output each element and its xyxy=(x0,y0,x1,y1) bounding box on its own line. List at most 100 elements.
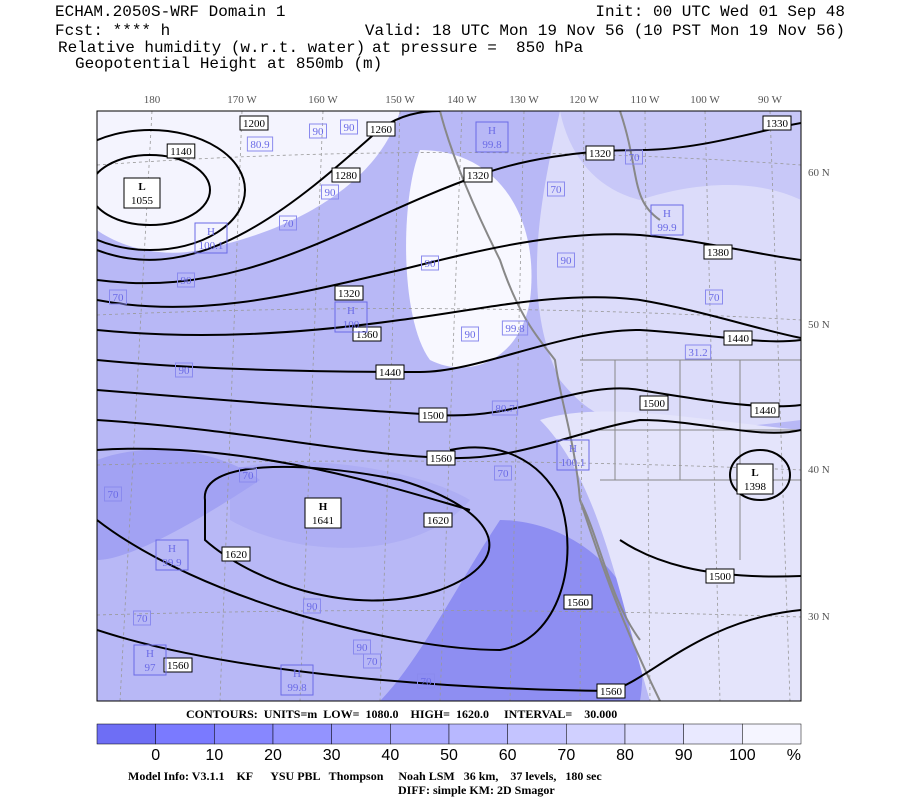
height-label-box xyxy=(563,594,593,610)
height-label-box xyxy=(166,143,196,159)
rh-label: 90 xyxy=(313,126,325,138)
rh-label-box xyxy=(340,119,358,135)
height-label-box xyxy=(750,402,780,418)
rh-center-box xyxy=(133,644,167,676)
longitude-label: 140 W xyxy=(447,94,477,106)
rh-center-type: H xyxy=(146,648,154,660)
height-label-box xyxy=(334,285,364,301)
longitude-label: 160 W xyxy=(308,94,338,106)
rh-center-box xyxy=(334,301,368,333)
rh-label-box xyxy=(309,123,327,139)
rh-label: 90 xyxy=(561,255,573,267)
rh-label: 70 xyxy=(498,468,510,480)
colorbar-label: 30 xyxy=(323,747,341,764)
field-name: Relative humidity (w.r.t. water) xyxy=(58,39,365,57)
forecast-hour: Fcst: **** h xyxy=(55,22,170,40)
center-box xyxy=(304,497,342,529)
latitude-label: 30 N xyxy=(808,611,830,623)
pressure-level: at pressure = 850 hPa xyxy=(372,39,584,57)
rh-label: 90 xyxy=(179,365,191,377)
height-label-box xyxy=(723,330,753,346)
colorbar-swatch xyxy=(155,723,215,745)
rh-label-box xyxy=(104,486,122,502)
longitude-label: 120 W xyxy=(569,94,599,106)
colorbar-label: 100 xyxy=(729,747,756,764)
init-time: Init: 00 UTC Wed 01 Sep 48 xyxy=(595,3,845,21)
rh-center-value: 97 xyxy=(145,662,157,674)
rh-label: 90 xyxy=(325,187,337,199)
height-label-box xyxy=(703,244,733,260)
rh-label: 90 xyxy=(181,275,193,287)
height-label-box xyxy=(221,546,251,562)
colorbar-swatch xyxy=(96,723,156,745)
height-label: 1620 xyxy=(427,515,450,527)
height-label: 1560 xyxy=(430,453,453,465)
rh-label-box xyxy=(353,639,371,655)
rh-center-box xyxy=(475,121,509,153)
height-label: 1560 xyxy=(567,597,590,609)
height-label-box xyxy=(375,364,405,380)
rh-center-type: H xyxy=(293,668,301,680)
rh-label-box xyxy=(705,289,723,305)
rh-label: 70 xyxy=(108,489,120,501)
rh-label-box xyxy=(177,272,195,288)
rh-label-box xyxy=(684,344,712,360)
rh-center-type: H xyxy=(569,443,577,455)
colorbar-label: 70 xyxy=(557,747,575,764)
rh-center-type: H xyxy=(207,226,215,238)
rh-label: 90 xyxy=(465,329,477,341)
contour-info: CONTOURS: UNITS=m LOW= 1080.0 HIGH= 1620… xyxy=(186,707,617,721)
height-label: 1500 xyxy=(709,571,732,583)
longitude-label: 100 W xyxy=(690,94,720,106)
height-label: 1440 xyxy=(379,367,402,379)
height-label: 1500 xyxy=(643,398,666,410)
rh-label-box xyxy=(494,465,512,481)
colorbar-label: 20 xyxy=(264,747,282,764)
height-label-box xyxy=(463,167,493,183)
height-label: 1560 xyxy=(600,686,623,698)
longitude-label: 170 W xyxy=(227,94,257,106)
colorbar-swatch xyxy=(390,723,450,745)
latitude-label: 60 N xyxy=(808,167,830,179)
height-label: 1320 xyxy=(589,148,612,160)
rh-label-box xyxy=(491,400,519,416)
rh-label: 70 xyxy=(137,613,149,625)
rh-label-box xyxy=(109,289,127,305)
rh-label-box xyxy=(461,326,479,342)
rh-label: 31.2 xyxy=(688,347,707,359)
rh-label: 99.8 xyxy=(505,323,525,335)
center-box xyxy=(736,463,774,495)
rh-center-type: H xyxy=(663,208,671,220)
diff-info: DIFF: simple KM: 2D Smagor xyxy=(398,783,555,797)
rh-label-box xyxy=(321,184,339,200)
humid-area xyxy=(406,150,532,368)
longitude-label: 90 W xyxy=(758,94,783,106)
colorbar-unit: % xyxy=(787,747,801,764)
rh-center-value: 99.9 xyxy=(162,557,182,569)
rh-center-value: 99.8 xyxy=(482,139,502,151)
colorbar-swatch xyxy=(331,723,391,745)
colorbar-label: 50 xyxy=(440,747,458,764)
rh-label: 90 xyxy=(425,258,437,270)
colorbar-label: 40 xyxy=(381,747,399,764)
latitude-label: 40 N xyxy=(808,464,830,476)
rh-label: 70 xyxy=(243,470,255,482)
rh-label: 70 xyxy=(283,218,295,230)
height-label-box xyxy=(331,167,361,183)
rh-label-box xyxy=(421,255,439,271)
center-box xyxy=(123,177,161,209)
field-name: Geopotential Height at 850mb (m) xyxy=(75,55,382,73)
rh-label-box xyxy=(239,467,257,483)
center-type: L xyxy=(751,467,758,479)
height-label: 1440 xyxy=(727,333,750,345)
coastlines xyxy=(439,111,801,701)
height-label: 1380 xyxy=(707,247,730,259)
map: 1200 126013201320114012801380133013201360… xyxy=(96,110,802,702)
rh-label-box xyxy=(557,252,575,268)
center-value: 1055 xyxy=(131,195,154,207)
rh-center-box xyxy=(155,539,189,571)
rh-center-value: 100 xyxy=(343,319,360,331)
height-label: 1560 xyxy=(167,660,190,672)
height-label-box xyxy=(366,121,396,137)
